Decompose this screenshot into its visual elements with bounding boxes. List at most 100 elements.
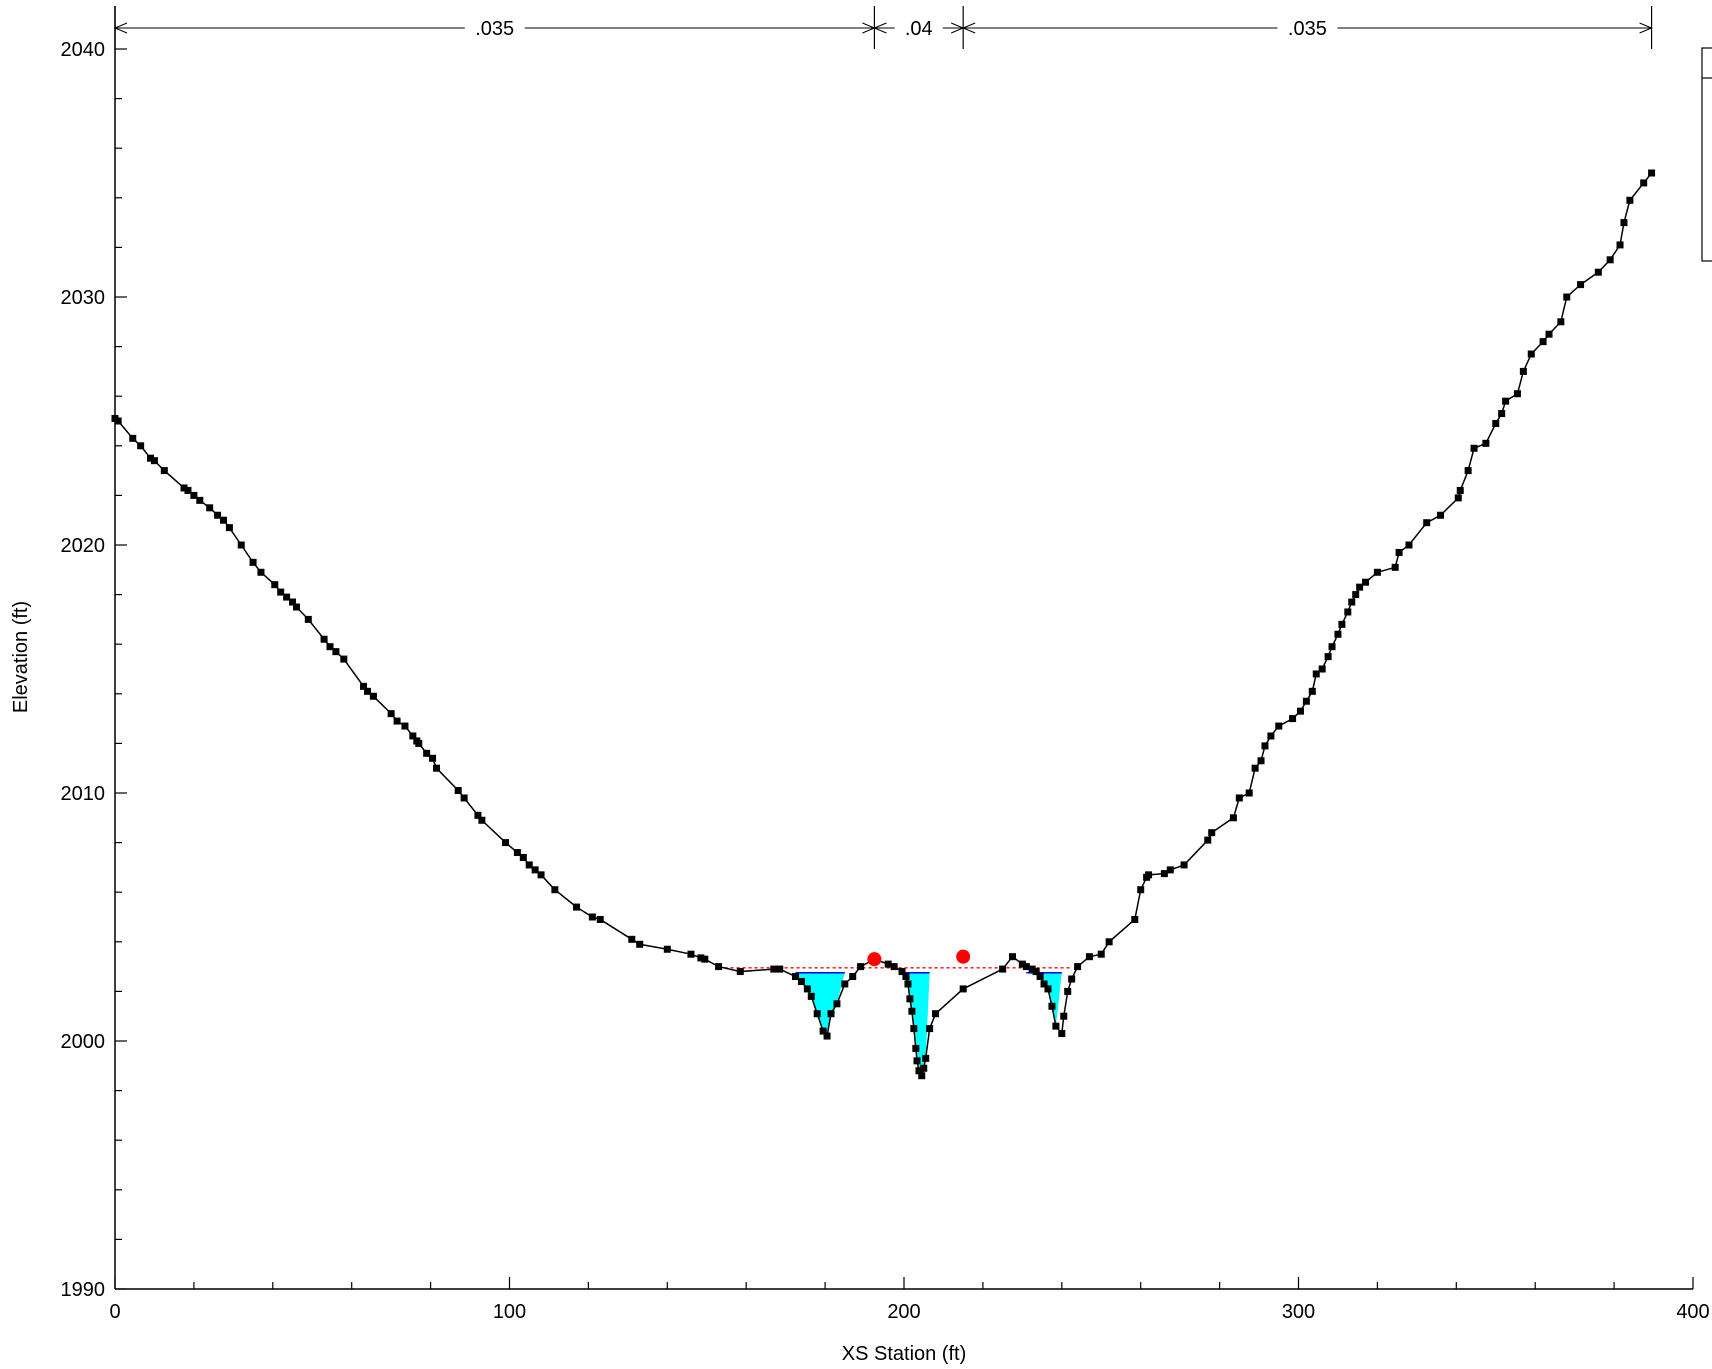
ground-point	[902, 973, 910, 981]
ground-point	[588, 913, 596, 921]
ground-point	[1513, 390, 1521, 398]
ground-point	[932, 1010, 940, 1018]
ground-point	[1423, 519, 1431, 527]
manning-n-label: .04	[905, 18, 933, 40]
ground-point	[636, 940, 644, 948]
ground-point	[304, 615, 312, 623]
ground-point	[271, 581, 279, 589]
ground-point	[1545, 330, 1553, 338]
ground-point	[792, 973, 800, 981]
ground-point	[803, 985, 811, 993]
tick-marks: 0 100 200 300 400 1990 2000 2010 2020 2030 2040	[61, 39, 1710, 1323]
ground-point	[1616, 241, 1624, 249]
ground-point	[1145, 871, 1153, 879]
ground-point	[912, 1044, 920, 1052]
ground-point	[926, 1025, 934, 1033]
ground-point	[160, 467, 168, 475]
ground-point	[423, 749, 431, 757]
ground-point	[1557, 318, 1565, 326]
ground-point	[1251, 764, 1259, 772]
ground-point	[1267, 732, 1275, 740]
ground-point	[1594, 268, 1602, 276]
ground-point	[460, 794, 468, 802]
ground-point	[1348, 598, 1356, 606]
ground-point	[687, 950, 695, 958]
y-tick-label: 2010	[61, 783, 106, 805]
ground-point	[1296, 707, 1304, 715]
ground-point	[1527, 350, 1535, 358]
legend-box	[1701, 47, 1712, 262]
ground-point	[363, 687, 371, 695]
ground-point	[849, 973, 857, 981]
ground-point	[922, 1054, 930, 1062]
ground-point	[959, 985, 967, 993]
ground-point	[1312, 670, 1320, 678]
ground-point	[551, 886, 559, 894]
ground-point	[833, 1000, 841, 1008]
ground-point	[898, 968, 906, 976]
x-tick-label: 400	[1676, 1301, 1709, 1323]
ground-point	[1204, 836, 1212, 844]
ground-point	[129, 434, 137, 442]
ground-point	[1229, 814, 1237, 822]
axes	[114, 6, 1693, 1290]
ground-point	[1620, 219, 1628, 227]
ground-point	[1044, 985, 1052, 993]
ground-point	[409, 732, 417, 740]
ground-point	[1028, 965, 1036, 973]
ground-point	[340, 655, 348, 663]
ground-point	[474, 811, 482, 819]
ground-point	[1208, 829, 1216, 837]
x-tick-label: 100	[493, 1301, 526, 1323]
y-tick-label: 1990	[61, 1279, 106, 1301]
ground-point	[715, 963, 723, 971]
ground-point	[1539, 338, 1547, 346]
legend-frame	[1701, 47, 1712, 262]
ground-point	[1131, 915, 1139, 923]
water-fill	[1026, 972, 1062, 1027]
ground-point	[920, 1064, 928, 1072]
ground-point	[701, 955, 709, 963]
ground-point	[1180, 861, 1188, 869]
ground-point	[1405, 541, 1413, 549]
ground-point	[884, 960, 892, 968]
ground-point	[429, 754, 437, 762]
ground-line	[114, 172, 1653, 1078]
ground-point	[1302, 697, 1310, 705]
ground-point	[1257, 757, 1265, 765]
ground-point	[519, 853, 527, 861]
ground-point	[249, 558, 257, 566]
ground-point	[918, 1072, 926, 1080]
y-tick-label: 2020	[61, 535, 106, 557]
ground-point	[1105, 938, 1113, 946]
ground-point	[1160, 870, 1168, 878]
ground-point	[1391, 563, 1399, 571]
ground-point	[1245, 789, 1253, 797]
bank-station-point	[956, 949, 971, 964]
ground-point	[1356, 583, 1364, 591]
ground-point	[1482, 439, 1490, 447]
ground-point	[1334, 630, 1342, 638]
ground-line-layer	[114, 172, 1653, 1078]
bank-station-point	[867, 952, 882, 967]
ground-point	[1085, 953, 1093, 961]
ground-point	[1563, 293, 1571, 301]
ground-point	[1308, 687, 1316, 695]
ground-point	[137, 442, 145, 450]
ground-point	[1640, 179, 1648, 187]
ground-point	[1498, 410, 1506, 418]
n-arrow-left	[961, 22, 976, 34]
ground-point	[1022, 963, 1030, 971]
ground-point	[537, 871, 545, 879]
ground-point	[1040, 980, 1048, 988]
ground-point	[857, 963, 865, 971]
ground-point	[1097, 950, 1105, 958]
n-arrow-left	[873, 22, 887, 34]
ground-point	[1338, 620, 1346, 628]
ground-point	[387, 710, 395, 718]
ground-point	[1018, 960, 1026, 968]
ground-point	[1492, 419, 1500, 427]
ground-point	[393, 717, 401, 725]
ground-point	[1373, 568, 1381, 576]
ground-point	[1324, 653, 1332, 661]
